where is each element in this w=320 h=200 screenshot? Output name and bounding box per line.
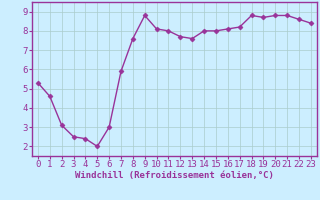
X-axis label: Windchill (Refroidissement éolien,°C): Windchill (Refroidissement éolien,°C) — [75, 171, 274, 180]
